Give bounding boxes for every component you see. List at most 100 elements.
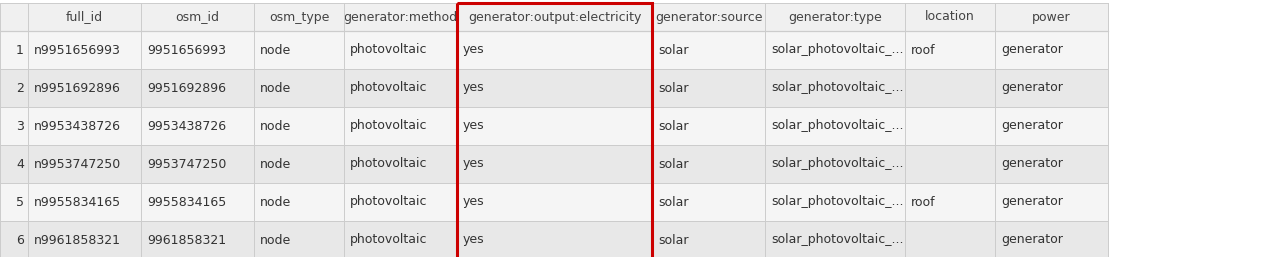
Bar [995,107,1109,145]
Bar [652,183,765,221]
Text: generator:source: generator:source [655,11,763,23]
Bar [0,69,28,107]
Bar [765,69,905,107]
Bar [0,3,28,31]
Bar [765,3,905,31]
Text: photovoltaic: photovoltaic [350,196,427,208]
Text: n9961858321: n9961858321 [33,234,121,246]
Text: node: node [260,43,291,57]
Text: 9953747250: 9953747250 [147,158,226,170]
Bar [905,3,995,31]
Bar [28,183,141,221]
Bar [905,221,995,257]
Bar [457,3,652,257]
Text: photovoltaic: photovoltaic [350,43,427,57]
Bar [255,3,343,31]
Text: solar: solar [658,81,688,95]
Text: 5: 5 [15,196,24,208]
Text: generator: generator [1001,196,1062,208]
Bar [765,31,905,69]
Text: solar: solar [658,196,688,208]
Text: generator: generator [1001,120,1062,133]
Bar [905,107,995,145]
Text: generator:output:electricity: generator:output:electricity [468,11,642,23]
Text: generator: generator [1001,81,1062,95]
Text: power: power [1033,11,1071,23]
Text: 2: 2 [17,81,24,95]
Bar [0,107,28,145]
Bar [28,107,141,145]
Bar [28,31,141,69]
Text: solar: solar [658,158,688,170]
Text: photovoltaic: photovoltaic [350,158,427,170]
Bar [905,31,995,69]
Bar [765,183,905,221]
Bar [457,3,652,31]
Text: solar: solar [658,43,688,57]
Text: n9955834165: n9955834165 [33,196,121,208]
Text: solar: solar [658,120,688,133]
Text: generator:method: generator:method [343,11,458,23]
Text: solar_photovoltaic_...: solar_photovoltaic_... [772,43,904,57]
Text: n9953438726: n9953438726 [33,120,121,133]
Bar [0,183,28,221]
Text: 9951656993: 9951656993 [147,43,226,57]
Bar [343,107,457,145]
Text: solar_photovoltaic_...: solar_photovoltaic_... [772,81,904,95]
Bar [652,31,765,69]
Bar [255,145,343,183]
Bar [255,69,343,107]
Text: yes: yes [463,43,485,57]
Text: solar: solar [658,234,688,246]
Text: yes: yes [463,120,485,133]
Bar [0,221,28,257]
Text: node: node [260,234,291,246]
Text: 9961858321: 9961858321 [147,234,226,246]
Text: solar_photovoltaic_...: solar_photovoltaic_... [772,120,904,133]
Text: n9951692896: n9951692896 [33,81,121,95]
Bar [995,183,1109,221]
Bar [141,145,255,183]
Bar [765,221,905,257]
Bar [765,145,905,183]
Text: photovoltaic: photovoltaic [350,234,427,246]
Bar [905,183,995,221]
Text: solar_photovoltaic_...: solar_photovoltaic_... [772,158,904,170]
Text: node: node [260,120,291,133]
Text: 9953438726: 9953438726 [147,120,226,133]
Bar [652,69,765,107]
Bar [905,145,995,183]
Bar [0,31,28,69]
Text: generator:type: generator:type [788,11,882,23]
Bar [652,221,765,257]
Bar [457,221,652,257]
Text: 9955834165: 9955834165 [147,196,226,208]
Text: node: node [260,158,291,170]
Bar [765,107,905,145]
Bar [457,107,652,145]
Bar [343,183,457,221]
Text: node: node [260,81,291,95]
Text: yes: yes [463,81,485,95]
Bar [905,69,995,107]
Bar [255,107,343,145]
Text: osm_type: osm_type [269,11,329,23]
Bar [28,221,141,257]
Bar [343,145,457,183]
Bar [141,69,255,107]
Bar [343,69,457,107]
Text: 4: 4 [17,158,24,170]
Text: generator: generator [1001,43,1062,57]
Text: 3: 3 [17,120,24,133]
Text: osm_id: osm_id [175,11,220,23]
Bar [28,69,141,107]
Bar [457,69,652,107]
Bar [343,221,457,257]
Bar [255,183,343,221]
Text: roof: roof [910,43,936,57]
Bar [141,3,255,31]
Bar [28,145,141,183]
Bar [995,3,1109,31]
Bar [995,69,1109,107]
Bar [652,145,765,183]
